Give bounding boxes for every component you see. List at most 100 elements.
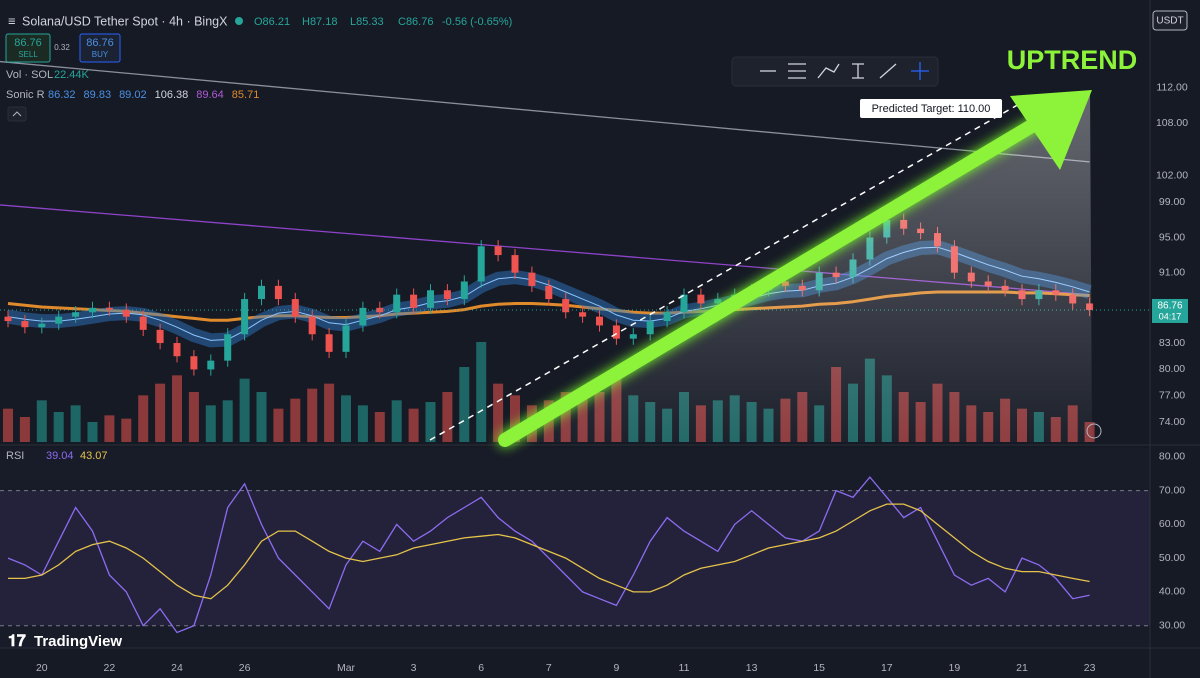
- volume-bar: [459, 367, 470, 442]
- candle-body: [21, 321, 29, 328]
- rsi-tick-label: 80.00: [1159, 451, 1185, 463]
- volume-bar: [205, 405, 216, 442]
- rsi-tick-label: 70.00: [1159, 484, 1185, 496]
- candle-body: [511, 255, 519, 273]
- volume-bar: [510, 395, 520, 442]
- arrow-head: [1010, 90, 1092, 170]
- sell-price: 86.76: [14, 37, 42, 49]
- candle-body: [646, 321, 654, 335]
- candle-body: [325, 334, 333, 352]
- volume-bar: [70, 405, 81, 442]
- x-tick-label: 21: [1016, 662, 1028, 674]
- sell-label: SELL: [18, 50, 38, 59]
- x-tick-label: 9: [613, 662, 619, 674]
- volume-bar: [493, 383, 504, 442]
- tool-brush[interactable]: [817, 63, 840, 79]
- volume-bar: [476, 342, 487, 442]
- candle-body: [562, 299, 570, 313]
- volume-value: 22.44K: [54, 69, 90, 81]
- rsi-tick-label: 60.00: [1159, 518, 1185, 530]
- candle-body: [308, 316, 316, 335]
- candle-body: [596, 316, 603, 326]
- volume-bar: [138, 395, 149, 442]
- x-tick-label: 15: [813, 662, 825, 674]
- price-tag-countdown: 04:17: [1159, 311, 1182, 321]
- candle-body: [38, 323, 46, 328]
- y-tick-label: 74.00: [1159, 416, 1185, 428]
- x-tick-label: 3: [411, 662, 417, 674]
- volume-bar: [408, 408, 419, 442]
- volume-bar: [87, 422, 98, 442]
- rsi-tick-label: 30.00: [1159, 619, 1185, 631]
- indicator-values: 86.32 89.83 89.02 106.38 89.64 85.71: [48, 89, 259, 101]
- candle-body: [376, 307, 384, 313]
- menu-icon[interactable]: ≡: [8, 13, 16, 28]
- y-tick-label: 95.00: [1159, 231, 1185, 243]
- y-tick-label: 80.00: [1159, 363, 1185, 375]
- uptrend-arrow: [498, 90, 1092, 447]
- volume-bar: [442, 392, 453, 442]
- y-tick-label: 108.00: [1156, 117, 1188, 129]
- tool-text[interactable]: [852, 63, 864, 79]
- rsi-pane: [0, 448, 1150, 648]
- price-tag-value: 86.76: [1157, 301, 1182, 312]
- currency-button[interactable]: [1152, 10, 1188, 31]
- rsi-band: [0, 490, 1150, 626]
- candle-body: [612, 325, 620, 339]
- collapse-button[interactable]: [7, 106, 27, 122]
- x-tick-label: 13: [746, 662, 758, 674]
- candle-body: [494, 246, 502, 256]
- indicator-line: [0, 60, 1090, 163]
- candle-body: [4, 316, 12, 322]
- candle-body: [72, 312, 80, 317]
- ohlc-close: C86.76: [398, 16, 433, 28]
- tool-fib[interactable]: [788, 63, 806, 79]
- symbol: Solana/USD Tether Spot · 4h · BingX: [22, 14, 228, 28]
- buy-box[interactable]: [79, 33, 121, 63]
- volume-bar: [188, 392, 199, 442]
- sell-box[interactable]: [5, 33, 51, 63]
- candle-body: [105, 307, 113, 310]
- spread: 0.32: [54, 43, 70, 52]
- y-tick-label: 77.00: [1159, 390, 1185, 402]
- legend: ≡ Solana/USD Tether Spot · 4h · BingX O8…: [5, 13, 512, 122]
- reset-button[interactable]: [1086, 423, 1102, 439]
- volume-bar: [357, 405, 368, 442]
- target-label: Predicted Target: 110.00: [872, 103, 991, 115]
- candle-body: [663, 312, 671, 322]
- candle-body: [410, 294, 418, 308]
- x-tick-label: 17: [881, 662, 893, 674]
- price-tag: [1152, 298, 1188, 323]
- volume-bar: [36, 400, 47, 442]
- volume-label: Vol · SOL: [6, 69, 53, 81]
- tool-ray[interactable]: [879, 63, 897, 79]
- y-tick-label: 99.00: [1159, 196, 1185, 208]
- volume-bar: [256, 392, 267, 442]
- volume-bar: [239, 378, 250, 442]
- candle-body: [528, 272, 536, 286]
- tool-cross[interactable]: [911, 62, 929, 80]
- currency: USDT: [1156, 16, 1183, 27]
- brand: TradingView: [34, 633, 122, 650]
- x-tick-label: 26: [239, 662, 251, 674]
- candle-body: [207, 360, 215, 370]
- volume-bar: [290, 398, 301, 442]
- volume-bar: [425, 402, 436, 442]
- x-tick-label: 22: [104, 662, 116, 674]
- volume-bar: [53, 412, 64, 442]
- ohlc-high: H87.18: [302, 16, 337, 28]
- x-tick-label: Mar: [337, 662, 356, 674]
- rsi-tick-label: 50.00: [1159, 552, 1185, 564]
- x-tick-label: 19: [949, 662, 961, 674]
- candle-body: [680, 294, 688, 313]
- candle-body: [139, 316, 147, 330]
- rsi-line: [7, 476, 1090, 634]
- volume-bar: [273, 408, 284, 442]
- candle-body: [427, 290, 434, 308]
- y-tick-label: 83.00: [1159, 337, 1185, 349]
- candle-body: [359, 307, 367, 326]
- drawing-toolbar: [731, 56, 939, 87]
- volume-bar: [307, 388, 318, 442]
- y-tick-label: 91.00: [1159, 266, 1185, 278]
- candle-body: [393, 294, 401, 313]
